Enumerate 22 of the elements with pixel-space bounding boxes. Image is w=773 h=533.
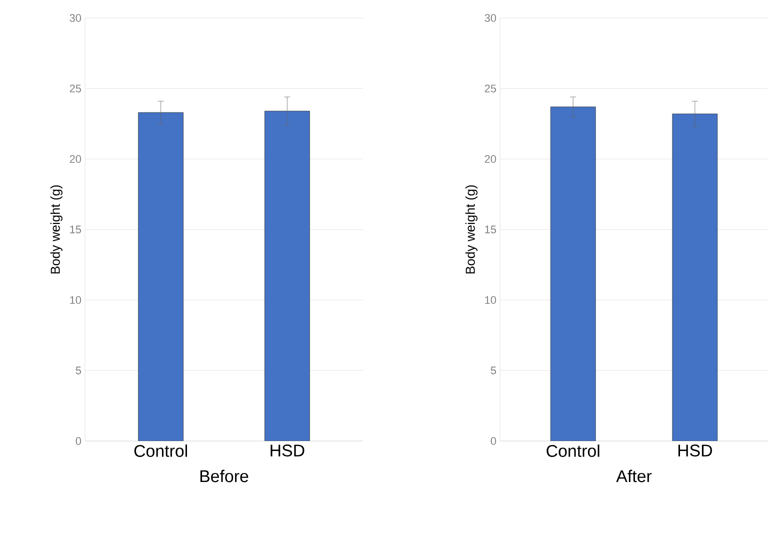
y-axis-title: Body weight (g): [465, 185, 478, 274]
y-tick-label: 5: [76, 366, 82, 374]
y-tick-label: 0: [76, 437, 82, 445]
x-axis-title: Before: [200, 470, 248, 482]
y-tick-label: 20: [484, 155, 496, 163]
y-tick-label: 25: [484, 84, 496, 92]
y-tick-label: 5: [490, 366, 496, 374]
x-axis-title: After: [616, 470, 652, 482]
y-tick-label: 10: [485, 296, 496, 304]
x-tick-label: Control: [546, 444, 600, 457]
y-tick-label: 30: [484, 14, 496, 22]
y-tick-label: 20: [70, 155, 82, 163]
y-tick-label: 15: [70, 226, 82, 234]
x-tick-label: Control: [134, 444, 187, 457]
y-tick-label: 15: [485, 226, 496, 234]
x-tick-label: HSD: [678, 444, 712, 457]
y-tick-label: 30: [70, 14, 82, 22]
y-axis-title: Body weight (g): [50, 185, 62, 274]
x-tick-label: HSD: [270, 444, 304, 457]
y-tick-label: 0: [490, 437, 496, 445]
y-tick-label: 25: [70, 84, 82, 92]
y-tick-label: 10: [70, 296, 82, 304]
